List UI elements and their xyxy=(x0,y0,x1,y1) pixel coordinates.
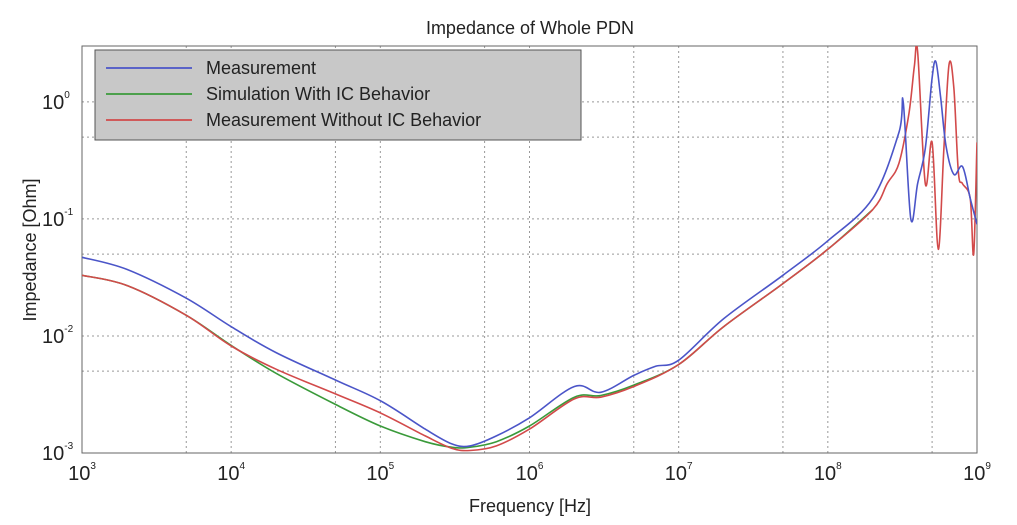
x-tick-label: 108 xyxy=(814,461,842,485)
series-layer xyxy=(82,46,977,452)
x-tick-label: 107 xyxy=(665,461,693,485)
x-tick-label: 106 xyxy=(516,461,544,485)
x-axis-ticks: 103 104 105 106 107 108 109 xyxy=(68,461,991,485)
series-line-measurement xyxy=(82,60,977,448)
legend-box xyxy=(94,49,582,141)
x-tick-label: 104 xyxy=(217,461,245,485)
legend-label: Simulation With IC Behavior xyxy=(206,84,430,104)
grid-lines xyxy=(82,46,977,453)
y-tick-label: 10-3 xyxy=(42,441,74,465)
x-tick-label: 109 xyxy=(963,461,991,485)
x-axis-label: Frequency [Hz] xyxy=(469,496,591,516)
legend: Measurement Simulation With IC Behavior Me… xyxy=(94,49,582,141)
chart-title: Impedance of Whole PDN xyxy=(426,18,634,38)
x-tick-label: 105 xyxy=(366,461,394,485)
legend-label: Measurement xyxy=(206,58,316,78)
plot-area-border xyxy=(81,45,978,454)
y-axis-label: Impedance [Ohm] xyxy=(20,178,40,321)
y-tick-label: 10-2 xyxy=(42,324,74,348)
y-tick-label: 10-1 xyxy=(42,207,74,231)
x-tick-label: 103 xyxy=(68,461,96,485)
y-tick-label: 100 xyxy=(42,90,70,114)
y-axis-ticks: 10-3 10-2 10-1 100 xyxy=(42,90,74,465)
legend-label: Measurement Without IC Behavior xyxy=(206,110,481,130)
series-line-measurement-without-ic-behavior xyxy=(82,46,977,452)
